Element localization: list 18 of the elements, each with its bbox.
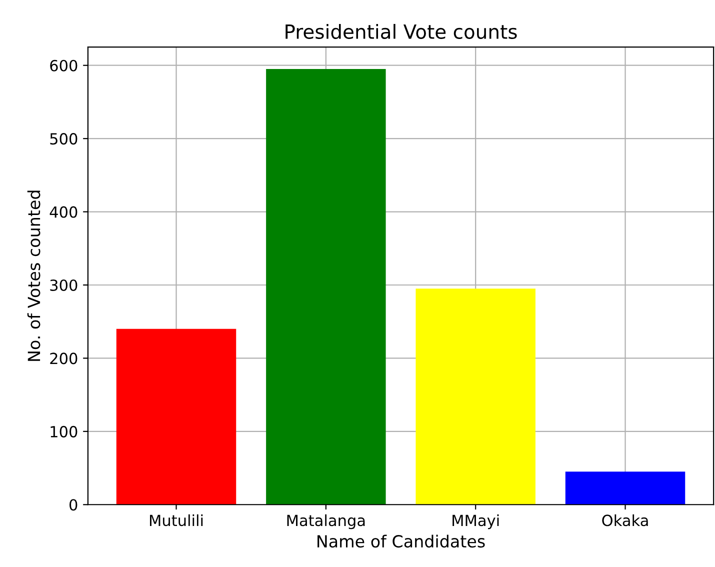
y-axis-title: No. of Votes counted	[27, 190, 40, 361]
x-tick-label: Matalanga	[287, 514, 365, 530]
y-tick-label: 600	[50, 60, 78, 72]
bar	[116, 328, 236, 505]
x-tick-label: Okaka	[602, 514, 648, 526]
chart-title: Presidential Vote counts	[286, 24, 517, 40]
y-tick-label: 400	[50, 206, 78, 218]
y-tick-label: 500	[50, 133, 78, 145]
x-axis-title: Name of Candidates	[318, 534, 485, 548]
y-tick-label: 300	[50, 279, 78, 292]
y-tick-label: 200	[50, 352, 78, 364]
x-tick-label: MMayi	[452, 514, 499, 530]
bar	[416, 288, 536, 505]
x-tick-label: Mutulili	[150, 514, 203, 526]
y-tick-label: 100	[50, 426, 78, 438]
y-tick-label: 0	[70, 499, 78, 511]
bar	[565, 472, 686, 505]
bar	[266, 69, 386, 505]
